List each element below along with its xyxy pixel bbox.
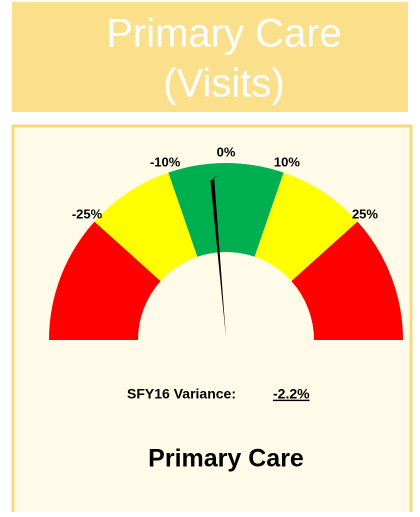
gauge-segment [254, 172, 358, 282]
header-line: Primary Care [106, 12, 342, 56]
gauge-segment [168, 163, 284, 257]
tick-label: -25% [72, 206, 103, 221]
gauge-segment [291, 221, 403, 340]
gauge: -25% -10% 0% 10% 25% [49, 144, 403, 340]
tick-label: -10% [150, 155, 181, 170]
gauge-segment [49, 221, 161, 340]
gauge-segment [94, 172, 198, 282]
header-line: (Visits) [163, 62, 284, 106]
gauge-title: Primary Care [148, 445, 304, 473]
needle [210, 175, 226, 338]
tick-label: 25% [352, 206, 378, 221]
tick-label: 10% [274, 155, 300, 170]
header-box [12, 2, 408, 112]
value-caption: SFY16 Variance: [127, 386, 236, 402]
tick-label: 0% [217, 144, 236, 159]
value-label: -2.2% [273, 386, 310, 402]
